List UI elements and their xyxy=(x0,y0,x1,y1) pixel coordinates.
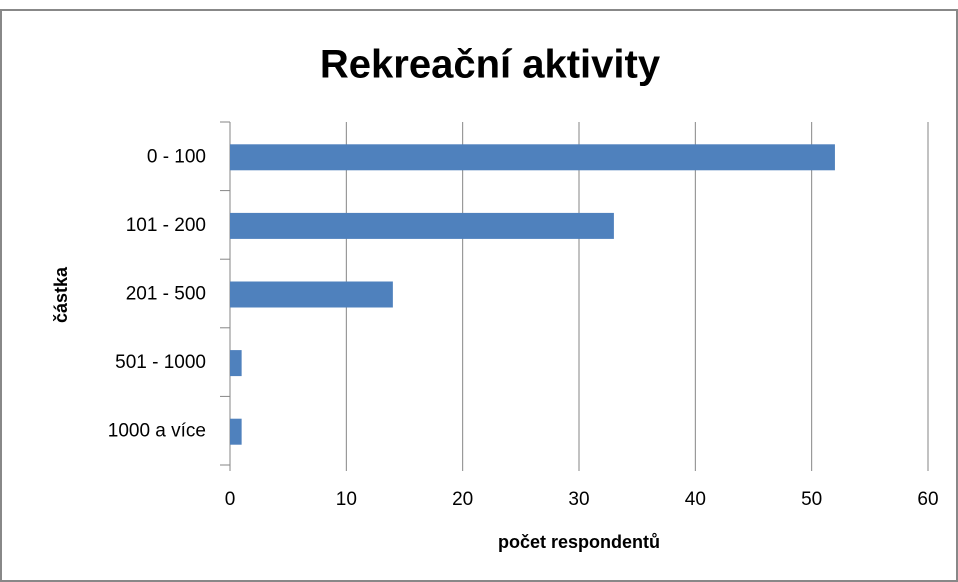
x-axis-title: počet respondentů xyxy=(498,532,660,552)
bar xyxy=(230,281,393,308)
x-tick-label: 0 xyxy=(225,489,236,510)
y-tick-label: 501 - 1000 xyxy=(115,352,206,373)
y-axis-title: částka xyxy=(51,266,71,323)
bar xyxy=(230,212,614,239)
chart-border xyxy=(0,9,958,582)
x-tick-label: 30 xyxy=(568,489,589,510)
x-tick-label: 50 xyxy=(801,489,822,510)
x-tick-label: 60 xyxy=(917,489,938,510)
bar xyxy=(230,418,242,445)
chart-title: Rekreační aktivity xyxy=(320,43,661,87)
bar xyxy=(230,350,242,377)
y-tick-label: 0 - 100 xyxy=(147,146,206,167)
y-tick-label: 101 - 200 xyxy=(126,215,206,236)
x-tick-label: 40 xyxy=(685,489,706,510)
y-tick-label: 201 - 500 xyxy=(126,284,206,305)
bar xyxy=(230,144,835,171)
y-tick-label: 1000 a více xyxy=(108,421,206,442)
x-tick-label: 20 xyxy=(452,489,473,510)
x-tick-label: 10 xyxy=(336,489,357,510)
